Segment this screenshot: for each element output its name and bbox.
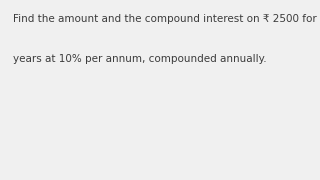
Text: years at 10% per annum, compounded annually.: years at 10% per annum, compounded annua…	[13, 54, 267, 64]
Text: Find the amount and the compound interest on ₹ 2500 for 2: Find the amount and the compound interes…	[13, 14, 320, 24]
